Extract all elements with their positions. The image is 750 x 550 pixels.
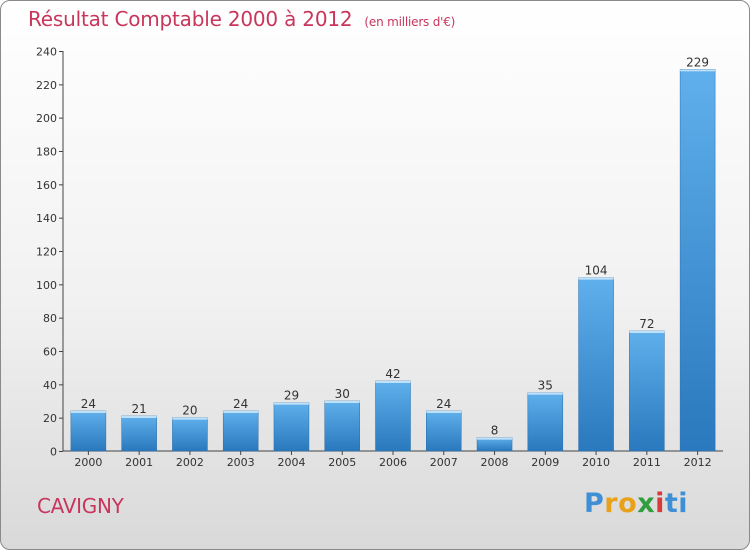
bar-highlight [172, 417, 208, 420]
data-label: 24 [436, 397, 451, 411]
bar [578, 277, 614, 452]
data-label: 24 [233, 397, 248, 411]
bar-highlight [578, 277, 614, 280]
y-tick-label: 60 [43, 346, 57, 359]
y-tick-label: 120 [36, 246, 57, 259]
place-name: CAVIGNY [37, 494, 124, 518]
logo-letter: i [678, 488, 689, 519]
y-tick-label: 40 [43, 379, 57, 392]
data-label: 229 [686, 55, 709, 69]
y-tick-label: 240 [36, 46, 57, 59]
y-tick-label: 160 [36, 179, 57, 192]
chart-title: Résultat Comptable 2000 à 2012 (en millie… [28, 7, 455, 31]
bar [273, 402, 310, 452]
chart-unit-label: (en milliers d'€) [364, 15, 456, 29]
proxiti-logo[interactable]: Proxiti [584, 488, 688, 519]
data-label: 35 [538, 379, 553, 393]
x-tick-label: 2011 [633, 456, 661, 469]
bar [679, 69, 716, 452]
bar [324, 400, 360, 452]
y-tick-label: 180 [36, 146, 57, 159]
x-tick-label: 2005 [328, 456, 356, 469]
bar-highlight [680, 69, 716, 72]
bar-highlight [273, 402, 309, 405]
bar [70, 410, 107, 452]
x-tick-label: 2003 [227, 456, 255, 469]
data-label: 42 [385, 367, 400, 381]
chart-title-text: Résultat Comptable 2000 à 2012 [28, 7, 353, 31]
bar [121, 415, 157, 452]
x-tick-label: 2009 [531, 456, 559, 469]
data-label: 30 [335, 387, 350, 401]
bar-highlight [629, 331, 665, 333]
logo-letter: o [618, 488, 638, 519]
x-tick-label: 2008 [481, 456, 509, 469]
data-label: 72 [639, 317, 654, 331]
bar-highlight [375, 381, 411, 383]
bar [375, 380, 411, 452]
data-label: 21 [132, 402, 147, 416]
bar-highlight [527, 392, 563, 395]
y-tick-label: 220 [36, 79, 57, 92]
bar [222, 410, 259, 452]
logo-letter: r [604, 488, 619, 519]
y-tick-label: 20 [43, 412, 57, 425]
x-tick-label: 2010 [582, 456, 610, 469]
y-tick-label: 200 [36, 112, 57, 125]
logo-letter: i [655, 488, 665, 519]
bar-highlight [223, 411, 259, 413]
x-tick-label: 2002 [176, 456, 204, 469]
bar-highlight [477, 437, 513, 440]
y-tick-label: 80 [43, 312, 57, 325]
bar [172, 417, 208, 452]
x-tick-label: 2007 [430, 456, 458, 469]
x-tick-label: 2012 [684, 456, 712, 469]
logo-letter: x [637, 488, 656, 519]
y-tick-label: 0 [50, 446, 57, 459]
data-label: 8 [491, 424, 499, 438]
bar-highlight [121, 416, 157, 418]
y-tick-label: 140 [36, 212, 57, 225]
x-tick-label: 2000 [74, 456, 102, 469]
bar [426, 410, 462, 452]
logo-letter: t [664, 488, 679, 519]
data-label: 29 [284, 389, 299, 403]
data-label: 20 [182, 404, 197, 418]
bar [629, 330, 665, 452]
x-tick-label: 2004 [277, 456, 305, 469]
y-tick-label: 100 [36, 279, 57, 292]
data-label: 24 [81, 397, 96, 411]
x-tick-label: 2001 [125, 456, 153, 469]
bar-highlight [426, 411, 462, 413]
x-tick-label: 2006 [379, 456, 407, 469]
logo-letter: P [584, 488, 605, 519]
bar [527, 392, 564, 452]
data-label: 104 [585, 264, 608, 278]
bar-highlight [70, 411, 106, 413]
bar-highlight [324, 401, 360, 403]
